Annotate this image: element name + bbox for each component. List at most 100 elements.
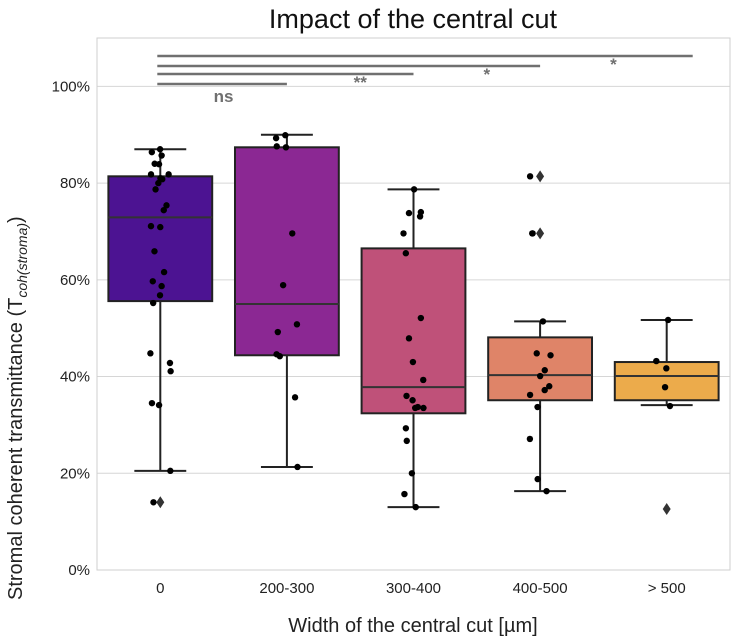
data-point: [403, 437, 410, 445]
data-point: [294, 463, 301, 471]
chart-title: Impact of the central cut: [269, 4, 558, 34]
data-point: [666, 402, 674, 410]
data-point: [158, 282, 165, 290]
y-tick-label: 100%: [52, 78, 90, 95]
data-point: [546, 383, 553, 390]
data-point: [149, 299, 157, 307]
data-point: [534, 475, 541, 483]
box-300-400: [360, 247, 467, 415]
data-point: [526, 435, 534, 443]
y-axis-label: Stromal coherent transmittance (Tcoh(str…: [5, 216, 30, 600]
data-point: [402, 425, 410, 432]
data-point: [409, 358, 417, 366]
data-point: [282, 144, 290, 151]
data-point: [529, 230, 536, 237]
y-axis-label-subscript: coh(stroma): [14, 223, 30, 298]
data-point: [653, 357, 660, 365]
data-point: [400, 230, 407, 237]
data-point: [156, 146, 164, 153]
data-point: [151, 248, 158, 255]
data-point: [541, 386, 548, 394]
data-point: [165, 171, 172, 178]
data-point: [149, 278, 156, 285]
x-tick-label: 0: [156, 580, 164, 597]
significance-annotations: ns** **: [157, 54, 693, 106]
data-point: [282, 132, 289, 139]
data-point: [291, 394, 299, 401]
data-point: [147, 171, 155, 178]
data-point: [534, 403, 541, 411]
y-tick-label: 60%: [60, 272, 90, 289]
data-point: [408, 470, 416, 477]
data-point: [403, 392, 410, 400]
box-200-300: [233, 146, 340, 357]
data-point: [159, 176, 166, 183]
x-tick-labels: 0 200-300 300-400 400-500 > 500: [156, 580, 686, 597]
x-tick-label: 400-500: [513, 580, 568, 597]
x-tick-label: 300-400: [386, 580, 441, 597]
data-point: [272, 134, 280, 142]
significance-label: ns: [214, 87, 234, 106]
data-point: [276, 353, 283, 360]
data-point: [664, 316, 672, 324]
data-point: [401, 490, 408, 498]
x-tick-label: 200-300: [259, 580, 314, 597]
data-point: [412, 503, 419, 511]
data-point: [410, 186, 418, 193]
data-point: [155, 179, 162, 187]
data-point: [273, 143, 280, 150]
data-point: [414, 403, 421, 411]
outlier-marker: [536, 170, 545, 183]
data-point: [158, 152, 165, 159]
plot-frame: [96, 37, 731, 571]
outlier-marker: [662, 503, 671, 516]
y-axis-label-main: Stromal coherent transmittance (T: [5, 298, 27, 600]
data-point: [402, 250, 410, 257]
y-tick-label: 80%: [60, 175, 90, 192]
data-point: [420, 376, 427, 384]
data-point: [547, 352, 554, 359]
significance-label: *: [483, 65, 490, 84]
data-point: [147, 222, 155, 230]
data-point: [167, 368, 174, 375]
data-point: [163, 202, 170, 209]
data-point: [526, 173, 534, 180]
data-point: [543, 487, 550, 495]
data-point: [167, 467, 174, 475]
data-point: [279, 281, 287, 289]
data-point: [160, 206, 167, 214]
significance-label: *: [610, 55, 617, 74]
x-axis-label: Width of the central cut [µm]: [288, 615, 537, 637]
data-point: [293, 321, 301, 328]
data-point: [663, 365, 670, 372]
significance-label: **: [354, 73, 368, 92]
y-tick-label: 40%: [60, 369, 90, 386]
data-point: [405, 209, 413, 217]
data-point: [148, 148, 156, 156]
data-point: [539, 318, 547, 325]
data-point: [157, 223, 164, 231]
boxes: [107, 133, 720, 516]
data-point: [147, 350, 154, 357]
box-400-500: [487, 336, 594, 402]
x-tick-label: > 500: [648, 580, 686, 597]
data-point: [152, 186, 159, 193]
data-point: [661, 383, 669, 391]
data-point: [274, 328, 282, 336]
y-tick-label: 20%: [60, 465, 90, 482]
data-point: [536, 372, 544, 380]
y-tick-label: 0%: [68, 562, 90, 579]
data-point: [526, 391, 534, 399]
data-point: [417, 314, 425, 322]
data-point: [533, 350, 540, 357]
data-point: [155, 161, 163, 168]
outlier-marker: [536, 227, 545, 240]
data-point: [541, 367, 548, 374]
y-axis-label-close: ): [5, 216, 27, 223]
box-0: [107, 175, 214, 303]
data-point: [409, 397, 416, 404]
data-point: [420, 404, 427, 412]
data-point: [160, 268, 168, 276]
data-points: [147, 132, 674, 511]
